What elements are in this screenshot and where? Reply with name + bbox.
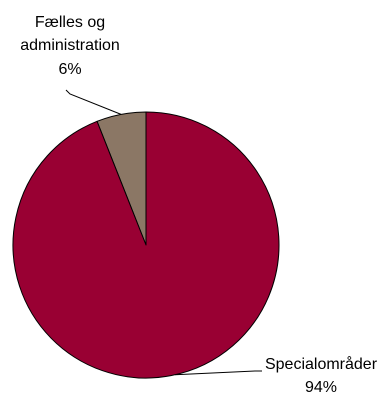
slice-value-special: 94% — [305, 379, 337, 394]
pie-slices — [12, 111, 280, 379]
slice-value-admin: 6% — [58, 61, 81, 78]
pie-slice-specialomraader — [12, 111, 280, 379]
slice-label-special: Specialområder — [265, 355, 378, 373]
slice-label-admin-line1: Fælles og — [35, 14, 105, 31]
leader-line-admin — [65, 89, 122, 115]
leader-line-special — [175, 370, 262, 376]
leader-lines — [65, 89, 262, 376]
slice-label-admin-line2: administration — [20, 37, 120, 54]
